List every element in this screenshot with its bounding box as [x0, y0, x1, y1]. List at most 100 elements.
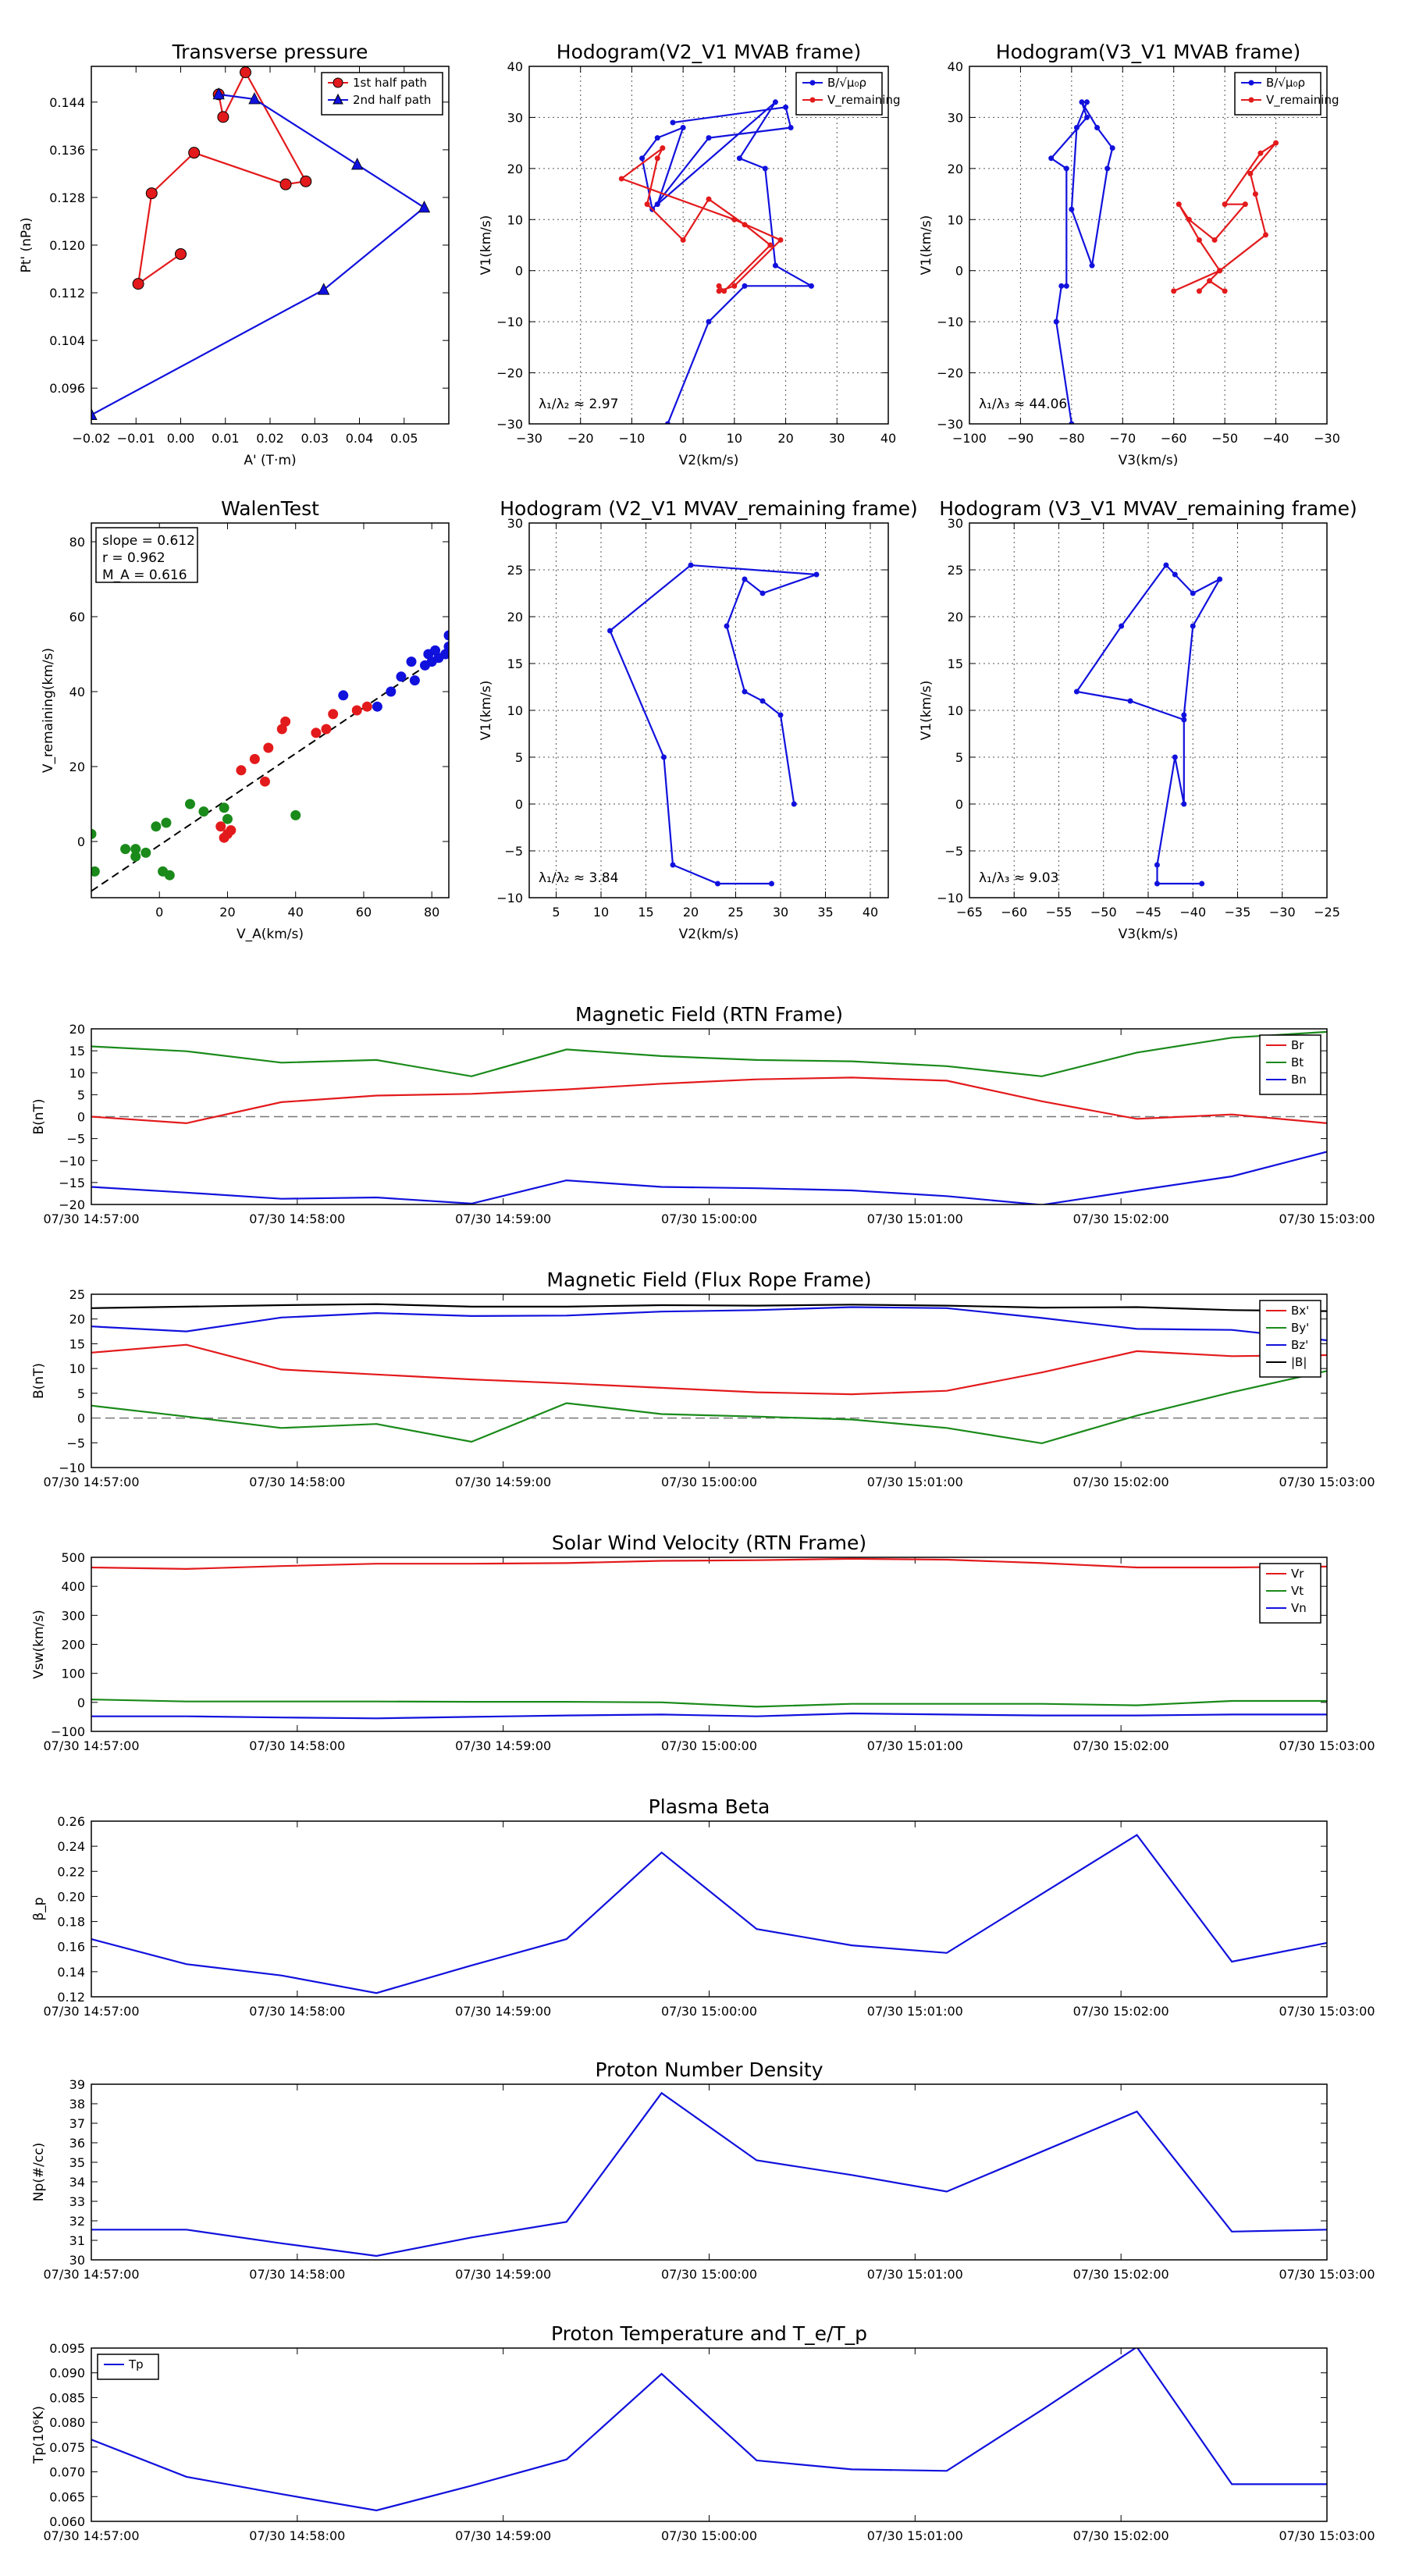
data-point — [607, 628, 613, 634]
legend: Tp — [97, 2354, 159, 2380]
chart-title: Hodogram (V3_V1 MVAV_remaining frame) — [939, 497, 1357, 520]
y-tick-label: 0 — [515, 797, 523, 812]
y-axis-label: Np(#/cc) — [31, 2143, 47, 2201]
legend-marker — [1248, 80, 1254, 86]
data-point — [1196, 237, 1202, 243]
series-line-V_remaining — [620, 147, 782, 293]
y-tick-label: 5 — [515, 750, 523, 765]
x-tick-label: −30 — [516, 431, 542, 446]
x-tick-label: 07/30 14:59:00 — [455, 2267, 551, 2282]
data-point — [249, 753, 260, 764]
x-tick-label: −50 — [1211, 431, 1238, 446]
data-point — [1083, 99, 1090, 105]
x-axis-label: V3(km/s) — [1119, 927, 1179, 942]
chart-title: WalenTest — [221, 497, 319, 520]
data-point — [1222, 288, 1228, 294]
y-tick-label: 32 — [69, 2214, 85, 2229]
x-tick-label: 07/30 15:00:00 — [661, 1475, 757, 1489]
y-tick-label: 0.090 — [49, 2366, 85, 2381]
y-tick-label: 31 — [69, 2233, 85, 2248]
x-tick-label: −40 — [1179, 905, 1206, 920]
chart-title: Hodogram(V3_V1 MVAB frame) — [996, 41, 1300, 63]
data-point — [759, 590, 766, 596]
y-tick-label: 0.136 — [49, 143, 85, 158]
data-point — [680, 125, 686, 131]
y-tick-label: 35 — [69, 2155, 85, 2170]
chart-title: Plasma Beta — [649, 1795, 770, 1818]
x-tick-label: 20 — [219, 905, 235, 920]
data-point — [1273, 140, 1279, 146]
x-tick-label: −60 — [1161, 431, 1187, 446]
panel-walen: 0 20 40 60 80 0 20 40 60 80 WalenTest V_A(km/s) V_re… — [41, 497, 450, 942]
data-point — [1154, 862, 1160, 868]
y-axis-label: B(nT) — [31, 1363, 47, 1399]
y-tick-label: 0 — [955, 264, 963, 279]
data-point — [443, 630, 449, 641]
y-tick-label: 33 — [69, 2194, 85, 2209]
y-tick-label: 0.14 — [57, 1965, 85, 1980]
y-tick-label: 0.128 — [49, 190, 85, 205]
panel-h3: −10 −5 0 5 10 15 20 25 30 5 10 15 20 25 30 35 40 Hodogram… — [478, 497, 918, 942]
series-line-B/√μ₀ρ — [1050, 101, 1114, 424]
legend-label: Bt — [1291, 1055, 1304, 1069]
y-tick-label: 10 — [507, 212, 523, 227]
series-line-Br — [91, 1076, 1327, 1125]
y-tick-label: −5 — [66, 1132, 85, 1147]
x-tick-label: 40 — [880, 431, 896, 446]
data-point — [788, 125, 794, 131]
x-tick-label: 0.05 — [390, 431, 418, 446]
legend-label: 1st half path — [353, 76, 427, 90]
x-tick-label: 5 — [552, 905, 560, 920]
y-tick-label: 0.096 — [49, 381, 85, 396]
y-tick-label: 40 — [69, 685, 85, 699]
data-point — [661, 754, 667, 760]
data-point — [338, 690, 349, 701]
series-line-path — [609, 564, 817, 885]
data-point — [1119, 623, 1125, 629]
x-tick-label: −100 — [952, 431, 987, 446]
x-tick-label: 07/30 15:02:00 — [1073, 2267, 1169, 2282]
stats-line: slope = 0.612 — [102, 533, 195, 549]
y-tick-label: 30 — [69, 2253, 85, 2268]
panel-ts4: 0.12 0.14 0.16 0.18 0.20 0.22 0.24 0.26 07/30 14… — [31, 1795, 1375, 2019]
x-tick-label: 07/30 15:00:00 — [661, 2267, 757, 2282]
data-point — [731, 216, 738, 222]
data-point — [654, 135, 660, 141]
y-tick-label: 15 — [69, 1044, 85, 1059]
y-tick-label: −20 — [59, 1197, 85, 1212]
x-tick-label: 35 — [817, 905, 833, 920]
y-tick-label: 5 — [955, 750, 963, 765]
x-axis-label: V3(km/s) — [1119, 453, 1179, 468]
x-tick-label: 07/30 15:01:00 — [867, 2528, 963, 2543]
series-line-1st half path — [137, 70, 308, 286]
y-tick-label: 20 — [507, 610, 523, 624]
data-point — [808, 283, 814, 289]
series-line-Tp — [91, 2348, 1327, 2512]
y-tick-label: −5 — [944, 844, 963, 859]
y-tick-label: 0.065 — [49, 2489, 85, 2504]
x-tick-label: 40 — [863, 905, 878, 920]
data-point — [406, 656, 417, 667]
ratio-annotation: λ₁/λ₃ ≈ 9.03 — [979, 870, 1058, 886]
data-point — [132, 278, 144, 290]
y-axis-label: V1(km/s) — [478, 681, 494, 741]
data-point — [660, 145, 666, 151]
y-tick-label: 20 — [507, 162, 523, 176]
x-tick-label: 07/30 14:58:00 — [249, 2004, 345, 2019]
legend-label: Bz' — [1291, 1338, 1308, 1352]
data-point — [226, 825, 237, 836]
data-point — [813, 571, 820, 578]
y-tick-label: 60 — [69, 610, 85, 624]
panel-ts6: 0.060 0.065 0.070 0.075 0.080 0.085 0.090 0.095… — [31, 2322, 1375, 2543]
stats-line: r = 0.962 — [102, 550, 165, 566]
data-point — [1211, 237, 1218, 243]
x-tick-label: 07/30 15:03:00 — [1279, 2267, 1375, 2282]
x-tick-label: 07/30 15:03:00 — [1279, 2528, 1375, 2543]
plot-area — [91, 1303, 1327, 1445]
y-tick-label: −100 — [51, 1724, 85, 1739]
y-tick-label: 0.12 — [57, 1990, 85, 2005]
x-tick-label: 0.04 — [346, 431, 374, 446]
data-point — [240, 66, 252, 79]
data-point — [120, 844, 131, 855]
y-tick-label: 10 — [948, 212, 963, 227]
